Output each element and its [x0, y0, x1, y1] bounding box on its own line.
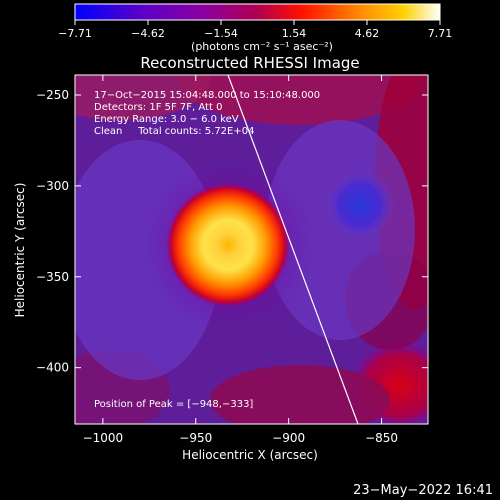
colorbar-tick-label: −4.62 — [131, 27, 165, 40]
x-axis-ticks: −1000 −950 −900 −850 — [83, 75, 398, 445]
info-block: 17−Oct−2015 15:04:48.000 to 15:10:48.000… — [94, 90, 320, 137]
y-tick-label: −250 — [36, 88, 69, 102]
y-axis-ticks: −250 −300 −350 −400 — [36, 88, 428, 375]
colorbar-unit-label: (photons cm⁻² s⁻¹ asec⁻²) — [191, 40, 333, 53]
info-line-clean: Clean Total counts: 5.72E+04 — [94, 126, 254, 137]
plot-frame — [74, 74, 429, 425]
x-axis-label: Heliocentric X (arcsec) — [182, 448, 318, 462]
y-tick-label: −350 — [36, 270, 69, 284]
y-axis-label: Heliocentric Y (arcsec) — [13, 183, 27, 318]
colorbar-tick-label: 4.62 — [355, 27, 380, 40]
y-tick-label: −300 — [36, 179, 69, 193]
peak-position-label: Position of Peak = [−948,−333] — [94, 399, 253, 410]
plot-title: Reconstructed RHESSI Image — [140, 54, 359, 72]
x-tick-label: −850 — [365, 431, 398, 445]
rhessi-image — [75, 75, 428, 424]
colorbar — [74, 3, 441, 21]
footer-timestamp: 23−May−2022 16:41 — [353, 483, 493, 498]
x-tick-label: −900 — [272, 431, 305, 445]
x-tick-label: −1000 — [83, 431, 124, 445]
info-line-time: 17−Oct−2015 15:04:48.000 to 15:10:48.000 — [94, 90, 320, 101]
colorbar-ticks: −7.71 −4.62 −1.54 1.54 4.62 7.71 — [58, 20, 452, 40]
solar-limb-line — [227, 75, 359, 424]
info-line-detectors: Detectors: 1F 5F 7F, Att 0 — [94, 102, 222, 113]
colorbar-tick-label: −7.71 — [58, 27, 92, 40]
y-tick-label: −400 — [36, 361, 69, 375]
info-line-energy: Energy Range: 3.0 − 6.0 keV — [94, 114, 239, 125]
x-tick-label: −950 — [179, 431, 212, 445]
colorbar-tick-label: 7.71 — [428, 27, 453, 40]
colorbar-tick-label: −1.54 — [204, 27, 238, 40]
colorbar-tick-label: 1.54 — [282, 27, 307, 40]
